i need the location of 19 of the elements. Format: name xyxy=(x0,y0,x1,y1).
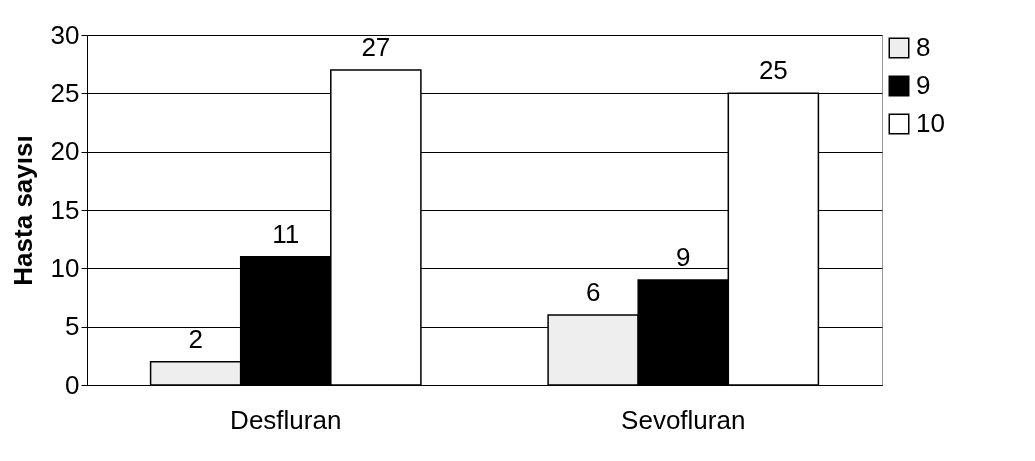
data-label: 27 xyxy=(361,32,391,62)
data-label: 6 xyxy=(585,277,601,307)
data-label: 11 xyxy=(272,218,300,249)
y-axis-title: Hasta sayısı xyxy=(7,135,38,286)
y-tick-label: 20 xyxy=(50,136,80,167)
y-tick-label: 25 xyxy=(50,77,80,108)
legend-label: 10 xyxy=(916,108,945,138)
legend-label: 9 xyxy=(916,70,931,100)
y-tick-label: 30 xyxy=(50,19,80,50)
x-tick-label: Desfluran xyxy=(230,404,342,435)
y-tick-label: 15 xyxy=(50,194,80,225)
data-label: 9 xyxy=(676,242,691,272)
y-tick-label: 5 xyxy=(65,311,80,342)
y-tick-label: 0 xyxy=(65,369,80,400)
legend-label: 8 xyxy=(916,32,931,62)
data-label: 2 xyxy=(188,323,203,354)
x-tick-label: Sevofluran xyxy=(621,404,746,435)
data-label: 25 xyxy=(758,55,788,86)
y-tick-label: 10 xyxy=(50,252,80,283)
